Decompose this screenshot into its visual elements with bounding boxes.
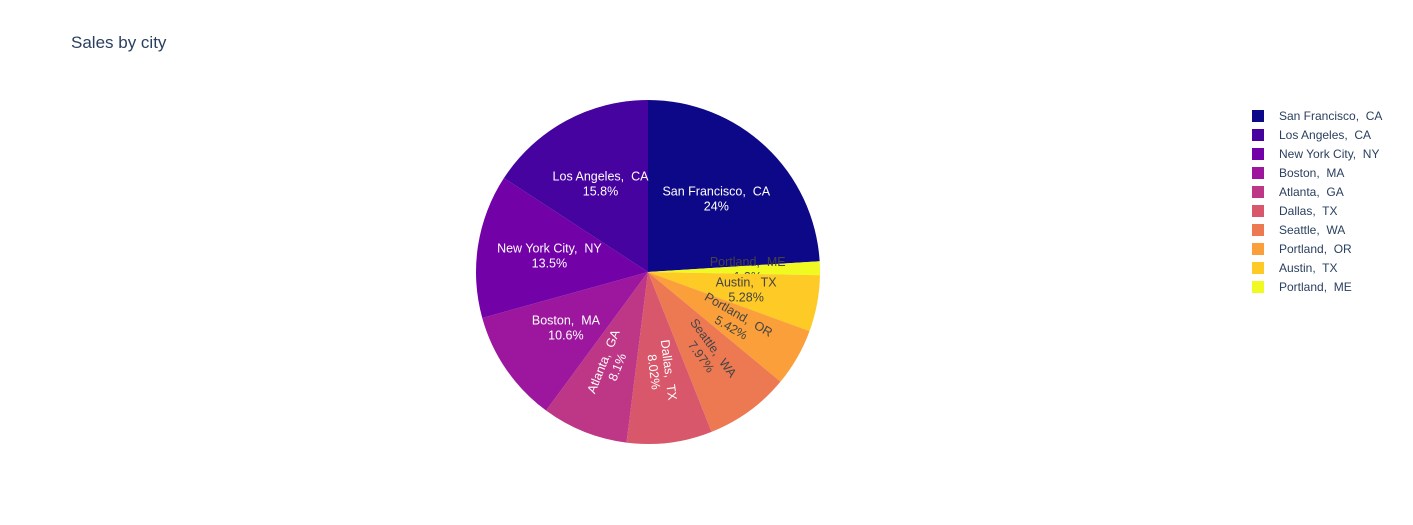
legend-label: Boston, MA [1279,165,1345,180]
legend-label: Atlanta, GA [1279,184,1344,199]
legend-swatch [1252,242,1264,255]
legend-item[interactable]: Atlanta, GA [1252,182,1382,201]
legend: San Francisco, CA Los Angeles, CA New York… [1252,106,1382,296]
slice-label-percent: 15.8% [583,184,618,198]
slice-label-name: Los Angeles, CA [553,169,650,183]
slice-label-name: San Francisco, CA [662,184,770,198]
slice-label-percent: 13.5% [532,257,567,271]
slice-label-percent: 5.28% [728,290,763,304]
legend-item[interactable]: San Francisco, CA [1252,106,1382,125]
legend-swatch [1252,166,1264,179]
chart-title: Sales by city [71,33,167,52]
legend-item[interactable]: New York City, NY [1252,144,1382,163]
legend-label: Seattle, WA [1279,222,1346,237]
slice-label: Austin, TX5.28% [716,275,778,304]
legend-swatch [1252,128,1264,141]
pie-slice[interactable] [626,272,712,444]
slice-label-name: New York City, NY [497,242,602,256]
legend-label: Austin, TX [1279,260,1338,275]
legend-item[interactable]: Dallas, TX [1252,201,1382,220]
pie-slice[interactable] [648,272,810,382]
slice-label: Dallas, TX8.02% [644,339,679,402]
legend-swatch [1252,204,1264,217]
legend-label: San Francisco, CA [1279,108,1383,123]
legend-label: Los Angeles, CA [1279,127,1372,142]
pie-slice[interactable] [482,272,648,411]
pie-slice[interactable] [648,272,820,332]
pie-slice[interactable] [648,100,820,272]
pie-slice[interactable] [648,272,781,432]
pie-slice[interactable] [546,272,648,443]
legend-item[interactable]: Austin, TX [1252,258,1382,277]
legend-swatch [1252,223,1264,236]
pie-slice[interactable] [476,178,648,318]
slice-label-name: Austin, TX [716,275,778,289]
slice-label-percent: 10.6% [548,329,583,343]
slice-label-name: Portland, ME [710,255,786,269]
legend-item[interactable]: Boston, MA [1252,163,1382,182]
slice-label-percent: 8.02% [644,353,662,390]
legend-swatch [1252,261,1264,274]
legend-label: Portland, OR [1279,241,1352,256]
legend-swatch [1252,147,1264,160]
legend-item[interactable]: Seattle, WA [1252,220,1382,239]
legend-label: Portland, ME [1279,279,1352,294]
pie-slice[interactable] [648,261,821,276]
legend-swatch [1252,185,1264,198]
legend-item[interactable]: Portland, OR [1252,239,1382,258]
legend-item[interactable]: Los Angeles, CA [1252,125,1382,144]
slice-label-name: Boston, MA [532,314,601,328]
legend-swatch [1252,109,1264,122]
pie-slice[interactable] [503,100,648,272]
legend-item[interactable]: Portland, ME [1252,277,1382,296]
slice-label-percent: 24% [704,199,729,213]
legend-label: New York City, NY [1279,146,1380,161]
legend-swatch [1252,280,1264,293]
legend-label: Dallas, TX [1279,203,1338,218]
